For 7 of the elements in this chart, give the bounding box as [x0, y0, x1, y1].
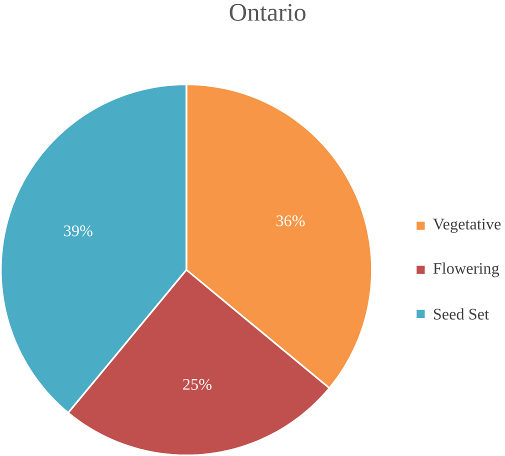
data-label: 39% — [64, 225, 92, 236]
legend-label: Seed Set — [434, 308, 489, 320]
legend-label: Vegetative — [433, 218, 501, 233]
data-label: 36% — [276, 215, 305, 226]
chart-title: Ontario — [230, 4, 306, 21]
data-label: 25% — [183, 378, 212, 390]
legend-label: Flowering — [433, 262, 500, 278]
